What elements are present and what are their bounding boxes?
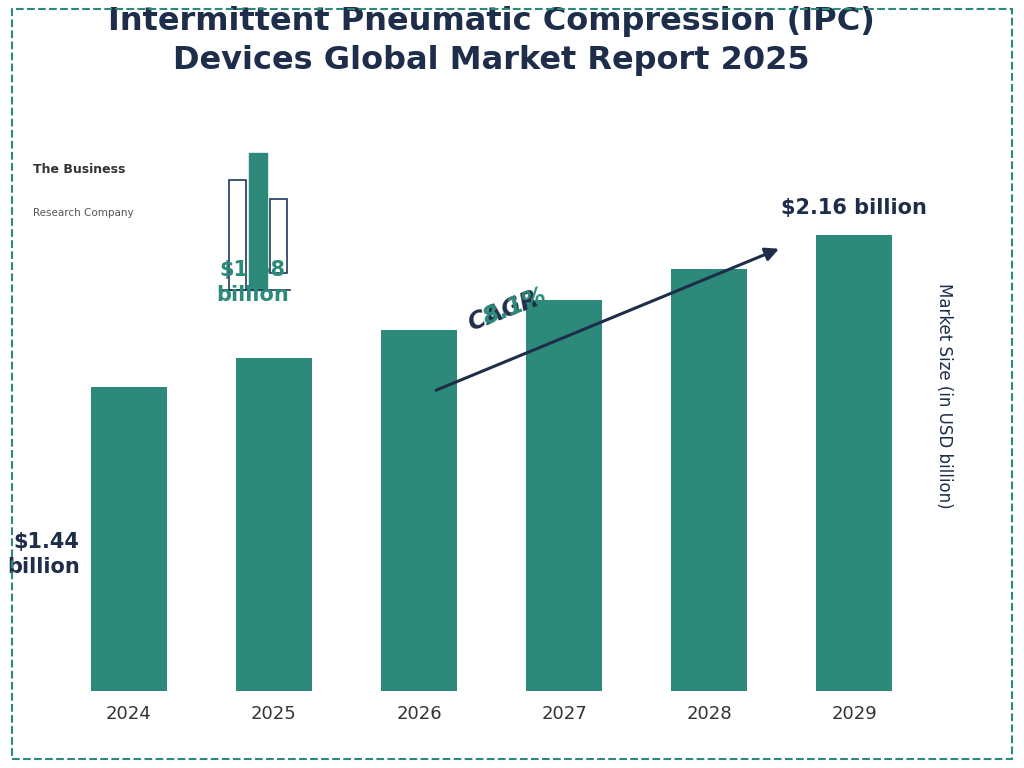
Bar (381, 330, 457, 691)
Bar (237, 358, 311, 691)
Bar (91, 387, 167, 691)
Bar (249, 153, 266, 290)
Bar (672, 269, 746, 691)
Text: $2.16 billion: $2.16 billion (781, 198, 927, 218)
Bar (229, 180, 247, 290)
Title: Intermittent Pneumatic Compression (IPC)
Devices Global Market Report 2025: Intermittent Pneumatic Compression (IPC)… (109, 6, 874, 76)
Text: The Business: The Business (33, 164, 126, 176)
Text: 8.1%: 8.1% (441, 284, 550, 345)
Bar (816, 235, 892, 691)
Bar (526, 300, 602, 691)
Text: CAGR: CAGR (465, 284, 550, 336)
Y-axis label: Market Size (in USD billion): Market Size (in USD billion) (935, 283, 952, 508)
Text: $1.44
billion: $1.44 billion (7, 532, 80, 577)
Bar (269, 199, 287, 273)
Text: $1.58
billion: $1.58 billion (216, 260, 289, 305)
Text: Research Company: Research Company (33, 207, 134, 217)
